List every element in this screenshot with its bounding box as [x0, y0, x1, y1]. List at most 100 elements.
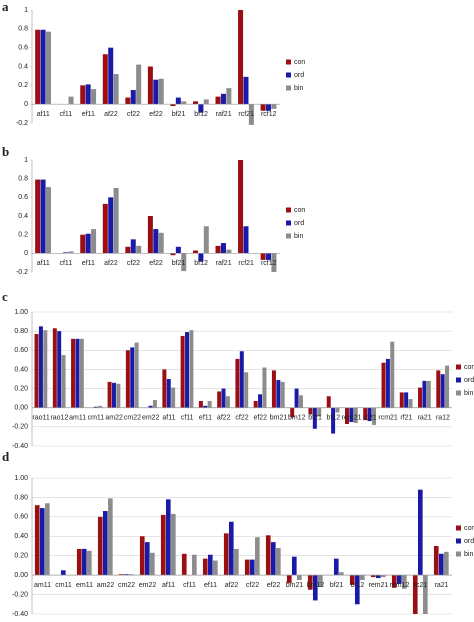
- legend-label: con: [464, 525, 474, 532]
- bar: [63, 252, 69, 254]
- y-tick-label: 0.60: [14, 347, 28, 354]
- x-tick-label: bm12: [307, 582, 325, 589]
- x-tick-label: rf21: [400, 415, 412, 422]
- bar: [203, 226, 209, 254]
- bar: [238, 160, 244, 254]
- bar: [399, 392, 404, 408]
- bar: [253, 401, 258, 408]
- bar: [40, 29, 46, 105]
- bar: [220, 93, 226, 105]
- bar: [271, 253, 277, 272]
- y-tick-label: -0.40: [12, 611, 28, 618]
- bar: [198, 401, 203, 408]
- legend-swatch: [286, 207, 291, 213]
- bar: [363, 407, 368, 421]
- bar: [408, 399, 413, 408]
- bar: [162, 369, 167, 408]
- bar: [260, 104, 266, 111]
- bar: [57, 331, 62, 408]
- x-tick-label: cf22: [127, 260, 140, 267]
- bar: [298, 395, 303, 408]
- bar: [396, 575, 402, 584]
- bar: [192, 101, 198, 105]
- x-tick-label: rc21: [414, 582, 428, 589]
- bar: [61, 355, 66, 408]
- bar: [192, 250, 198, 254]
- bar: [198, 253, 204, 262]
- y-tick-label: 0.8: [18, 176, 28, 183]
- bar: [150, 552, 155, 576]
- bar: [181, 101, 187, 105]
- bar: [391, 575, 397, 588]
- bar: [171, 387, 176, 408]
- x-tick-label: bf21: [308, 415, 322, 422]
- legend-label: ord: [464, 377, 474, 384]
- x-tick-label: bm21: [286, 582, 304, 589]
- bar: [39, 508, 45, 576]
- x-tick-label: cf22: [246, 582, 259, 589]
- bar: [113, 188, 119, 254]
- bar: [318, 575, 323, 587]
- bar: [52, 328, 57, 408]
- bar: [152, 400, 157, 408]
- bar: [175, 97, 181, 105]
- x-tick-label: af22: [225, 582, 239, 589]
- bar: [68, 96, 74, 105]
- legend-label: ord: [464, 538, 474, 545]
- bar: [207, 401, 212, 408]
- bar: [370, 575, 376, 578]
- x-tick-label: rcm21: [378, 415, 398, 422]
- x-tick-label: bf21: [330, 582, 344, 589]
- bar: [444, 551, 449, 576]
- x-tick-label: cf22: [235, 415, 248, 422]
- bar: [40, 179, 46, 254]
- y-tick-label: 0.2: [18, 232, 28, 239]
- bar: [79, 338, 84, 408]
- bar: [153, 79, 159, 105]
- bar: [68, 251, 74, 254]
- bar: [108, 197, 114, 254]
- bar: [297, 575, 302, 580]
- y-tick-label: -0.20: [12, 424, 28, 431]
- legend-label: bin: [464, 551, 473, 558]
- y-tick-label: 0.4: [18, 213, 28, 220]
- legend-swatch: [456, 538, 461, 544]
- bar: [412, 575, 418, 614]
- legend-label: con: [294, 207, 305, 214]
- bar: [35, 29, 41, 105]
- y-tick-label: 1.00: [14, 309, 28, 316]
- bar: [248, 104, 254, 125]
- bar: [243, 76, 249, 105]
- bar: [136, 64, 142, 105]
- bar: [130, 239, 136, 254]
- x-tick-label: af22: [104, 111, 118, 118]
- legend-swatch: [456, 364, 461, 370]
- bar: [175, 246, 181, 254]
- x-tick-label: raf21: [216, 260, 232, 267]
- bar: [97, 516, 103, 576]
- bar: [203, 99, 209, 105]
- x-tick-label: rao11: [32, 415, 49, 422]
- bar: [286, 575, 292, 583]
- bar: [158, 78, 164, 105]
- bar: [220, 243, 226, 254]
- x-tick-label: ef11: [82, 260, 95, 267]
- bar: [181, 553, 187, 576]
- x-tick-label: ra12: [436, 415, 450, 422]
- legend-swatch: [286, 233, 291, 239]
- x-tick-label: bf12: [194, 260, 208, 267]
- legend-swatch: [456, 551, 461, 557]
- x-tick-label: bf21: [172, 111, 186, 118]
- x-tick-label: bf12: [326, 415, 340, 422]
- bar: [255, 537, 260, 576]
- x-tick-label: ef22: [267, 582, 281, 589]
- legend-swatch: [286, 59, 291, 65]
- bar: [226, 249, 232, 254]
- bar: [360, 575, 365, 580]
- panel-label: d: [2, 449, 10, 464]
- y-tick-label: 0.40: [14, 366, 28, 373]
- bar: [189, 330, 194, 408]
- bar: [108, 498, 113, 576]
- x-tick-label: rcf21: [238, 260, 254, 267]
